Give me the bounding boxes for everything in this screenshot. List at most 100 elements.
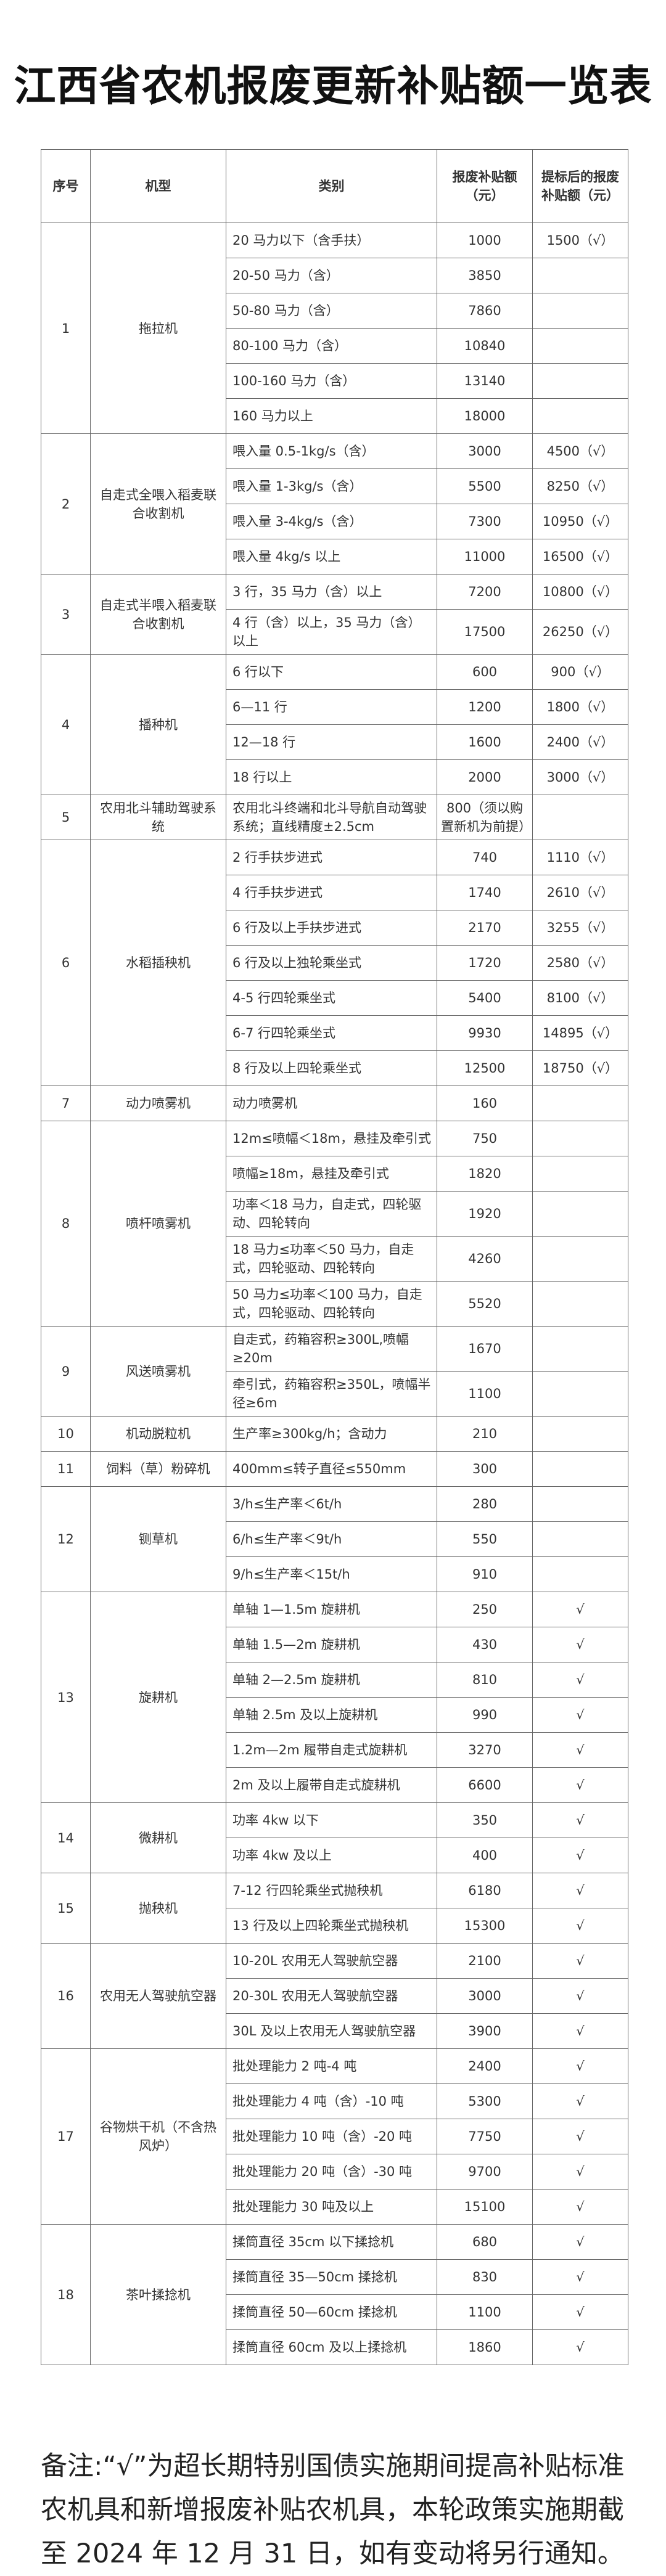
category: 批处理能力 30 吨及以上 bbox=[226, 2189, 437, 2225]
raised-subsidy bbox=[532, 1486, 628, 1522]
machine-type: 旋耕机 bbox=[90, 1592, 226, 1803]
category: 6 行及以上独轮乘坐式 bbox=[226, 945, 437, 981]
category: 9/h≤生产率＜15t/h bbox=[226, 1556, 437, 1592]
row-number: 4 bbox=[41, 654, 91, 795]
table-row: 11 饲料（草）粉碎机 400mm≤转子直径≤550mm 300 bbox=[41, 1451, 628, 1487]
raised-subsidy: 900（√） bbox=[532, 654, 628, 690]
machine-type: 微耕机 bbox=[90, 1802, 226, 1873]
row-number: 7 bbox=[41, 1086, 91, 1121]
category: 6 行以下 bbox=[226, 654, 437, 690]
raised-subsidy bbox=[532, 1086, 628, 1121]
table-row: 50-80 马力（含） 7860 bbox=[41, 293, 628, 329]
machine-type: 播种机 bbox=[90, 654, 226, 795]
category: 单轴 1—1.5m 旋耕机 bbox=[226, 1592, 437, 1627]
raised-subsidy: 2400（√） bbox=[532, 724, 628, 760]
category: 1.2m—2m 履带自走式旋耕机 bbox=[226, 1732, 437, 1768]
category: 单轴 2—2.5m 旋耕机 bbox=[226, 1662, 437, 1698]
category: 18 行以上 bbox=[226, 759, 437, 795]
category: 20-30L 农用无人驾驶航空器 bbox=[226, 1978, 437, 2014]
table-row: 1 拖拉机 20 马力以下（含手扶） 1000 1500（√） bbox=[41, 223, 628, 434]
machine-type: 喷杆喷雾机 bbox=[90, 1121, 226, 1327]
category: 揉筒直径 50—60cm 揉捻机 bbox=[226, 2294, 437, 2330]
table-row: 2 自走式全喂入稻麦联合收割机 喂入量 0.5-1kg/s（含） 3000 4500（√… bbox=[41, 433, 628, 574]
base-subsidy: 9930 bbox=[437, 1015, 533, 1051]
machine-type: 抛秧机 bbox=[90, 1873, 226, 1944]
table-row: 3 自走式半喂入稻麦联合收割机 3 行，35 马力（含）以上 7200 10800（√） bbox=[41, 574, 628, 655]
table-row: 7 动力喷雾机 动力喷雾机 160 bbox=[41, 1086, 628, 1121]
machine-type: 机动脱粒机 bbox=[90, 1416, 226, 1452]
table-row: 50 马力≤功率＜100 马力，自走式，四轮驱动、四轮转向 5520 bbox=[41, 1281, 628, 1327]
row-number: 1 bbox=[41, 223, 91, 434]
base-subsidy: 15100 bbox=[437, 2189, 533, 2225]
base-subsidy: 2000 bbox=[437, 759, 533, 795]
table-body: 1 拖拉机 20 马力以下（含手扶） 1000 1500（√） 20-50 马力（含） 38… bbox=[41, 223, 628, 2365]
category: 揉筒直径 35cm 以下揉捻机 bbox=[226, 2224, 437, 2260]
raised-subsidy bbox=[532, 1191, 628, 1237]
table-row: 9/h≤生产率＜15t/h 910 bbox=[41, 1556, 628, 1592]
machine-type: 谷物烘干机（不含热风炉） bbox=[90, 2048, 226, 2225]
raised-subsidy: √ bbox=[532, 1627, 628, 1662]
category: 揉筒直径 60cm 及以上揉捻机 bbox=[226, 2329, 437, 2365]
category: 18 马力≤功率＜50 马力，自走式，四轮驱动、四轮转向 bbox=[226, 1236, 437, 1282]
raised-subsidy: 26250（√） bbox=[532, 609, 628, 655]
table-row: 15 抛秧机 7-12 行四轮乘坐式抛秧机 6180 √ bbox=[41, 1873, 628, 1944]
category: 2 行手扶步进式 bbox=[226, 840, 437, 875]
raised-subsidy: 14895（√） bbox=[532, 1015, 628, 1051]
raised-subsidy bbox=[532, 1521, 628, 1557]
category: 8 行及以上四轮乘坐式 bbox=[226, 1050, 437, 1086]
raised-subsidy bbox=[532, 1236, 628, 1282]
machine-type: 农用北斗辅助驾驶系统 bbox=[90, 795, 226, 840]
base-subsidy: 430 bbox=[437, 1627, 533, 1662]
machine-type: 拖拉机 bbox=[90, 223, 226, 434]
category: 12—18 行 bbox=[226, 724, 437, 760]
table-row: 1.2m—2m 履带自走式旋耕机 3270 √ bbox=[41, 1732, 628, 1768]
raised-subsidy: √ bbox=[532, 1767, 628, 1803]
raised-subsidy: 1800（√） bbox=[532, 689, 628, 725]
table-row: 12—18 行 1600 2400（√） bbox=[41, 724, 628, 760]
base-subsidy: 3900 bbox=[437, 2013, 533, 2049]
table-row: 14 微耕机 功率 4kw 以下 350 √ bbox=[41, 1802, 628, 1873]
table-row: 2m 及以上履带自走式旋耕机 6600 √ bbox=[41, 1767, 628, 1803]
table-row: 20-50 马力（含） 3850 bbox=[41, 258, 628, 293]
table-row: 16 农用无人驾驶航空器 10-20L 农用无人驾驶航空器 2100 √ bbox=[41, 1943, 628, 2049]
table-row: 单轴 2—2.5m 旋耕机 810 √ bbox=[41, 1662, 628, 1698]
base-subsidy: 9700 bbox=[437, 2154, 533, 2190]
base-subsidy: 12500 bbox=[437, 1050, 533, 1086]
category: 6-7 行四轮乘坐式 bbox=[226, 1015, 437, 1051]
base-subsidy: 2170 bbox=[437, 910, 533, 946]
raised-subsidy bbox=[532, 1281, 628, 1327]
category: 喷幅≥18m，悬挂及牵引式 bbox=[226, 1156, 437, 1192]
base-subsidy: 1920 bbox=[437, 1191, 533, 1237]
row-number: 3 bbox=[41, 574, 91, 655]
machine-type: 自走式半喂入稻麦联合收割机 bbox=[90, 574, 226, 655]
raised-subsidy: 2610（√） bbox=[532, 875, 628, 910]
raised-subsidy: √ bbox=[532, 2119, 628, 2154]
category: 单轴 1.5—2m 旋耕机 bbox=[226, 1627, 437, 1662]
raised-subsidy bbox=[532, 1326, 628, 1372]
base-subsidy: 1820 bbox=[437, 1156, 533, 1192]
base-subsidy: 300 bbox=[437, 1451, 533, 1487]
base-subsidy: 10840 bbox=[437, 328, 533, 364]
table-row: 9 风送喷雾机 自走式，药箱容积≥300L,喷幅≥20m 1670 bbox=[41, 1326, 628, 1417]
base-subsidy: 7300 bbox=[437, 504, 533, 539]
base-subsidy: 1200 bbox=[437, 689, 533, 725]
raised-subsidy bbox=[532, 1371, 628, 1417]
category: 7-12 行四轮乘坐式抛秧机 bbox=[226, 1873, 437, 1908]
base-subsidy: 1860 bbox=[437, 2329, 533, 2365]
raised-subsidy: √ bbox=[532, 2083, 628, 2119]
raised-subsidy: √ bbox=[532, 1838, 628, 1873]
raised-subsidy: √ bbox=[532, 1978, 628, 2014]
table-row: 6—11 行 1200 1800（√） bbox=[41, 689, 628, 725]
table-row: 6/h≤生产率＜9t/h 550 bbox=[41, 1521, 628, 1557]
row-number: 16 bbox=[41, 1943, 91, 2049]
category: 13 行及以上四轮乘坐式抛秧机 bbox=[226, 1908, 437, 1944]
raised-subsidy: √ bbox=[532, 1662, 628, 1698]
row-number: 15 bbox=[41, 1873, 91, 1944]
machine-type: 自走式全喂入稻麦联合收割机 bbox=[90, 433, 226, 574]
category: 10-20L 农用无人驾驶航空器 bbox=[226, 1943, 437, 1979]
header-base-subsidy: 报废补贴额（元） bbox=[437, 149, 533, 223]
base-subsidy: 350 bbox=[437, 1802, 533, 1838]
base-subsidy: 3270 bbox=[437, 1732, 533, 1768]
category: 功率＜18 马力，自走式，四轮驱动、四轮转向 bbox=[226, 1191, 437, 1237]
table-row: 4 播种机 6 行以下 600 900（√） bbox=[41, 654, 628, 795]
